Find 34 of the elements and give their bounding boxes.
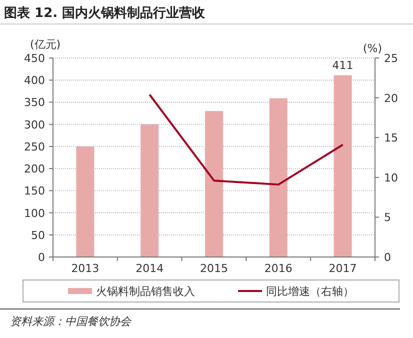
y2-tick-label: 5 [384, 211, 391, 224]
x-tick-label: 2014 [136, 262, 164, 275]
chart-title: 图表 12. 国内火锅料制品行业营收 [4, 5, 206, 21]
line-series [148, 94, 344, 186]
y2-tick-label: 10 [384, 171, 398, 184]
y-tick-label: 200 [24, 162, 45, 176]
x-tick-label: 2013 [71, 262, 100, 275]
x-tick-label: 2016 [264, 262, 292, 275]
y-tick-label: 100 [24, 206, 45, 220]
x-tick-label: 2017 [328, 262, 357, 275]
y-tick-label: 150 [24, 184, 45, 198]
bar [205, 111, 223, 257]
y-axis-title: (亿元) [30, 38, 61, 51]
x-tick-label: 2015 [200, 262, 228, 275]
legend-label: 火锅料制品销售收入 [96, 285, 195, 298]
y-tick-label: 450 [24, 52, 45, 65]
y2-axis-title: (%) [363, 42, 382, 55]
data-label: 411 [332, 59, 354, 72]
y2-tick-label: 15 [384, 132, 398, 145]
text: 资料来源：中国餐饮协会 [10, 315, 132, 328]
y2-tick-label: 25 [384, 52, 398, 65]
y2-tick-label: 20 [384, 92, 398, 105]
bar [334, 75, 352, 257]
bar [269, 98, 288, 257]
bar [76, 146, 94, 257]
y-tick-label: 250 [24, 140, 45, 154]
y-tick-label: 50 [31, 228, 45, 242]
y-tick-label: 0 [38, 251, 45, 264]
legend-label: 同比增速（右轴） [266, 285, 354, 298]
bar [140, 124, 159, 257]
y-tick-label: 350 [24, 96, 45, 110]
y-tick-label: 300 [24, 118, 45, 132]
y-tick-label: 400 [24, 74, 45, 88]
y2-tick-label: 0 [384, 251, 391, 264]
